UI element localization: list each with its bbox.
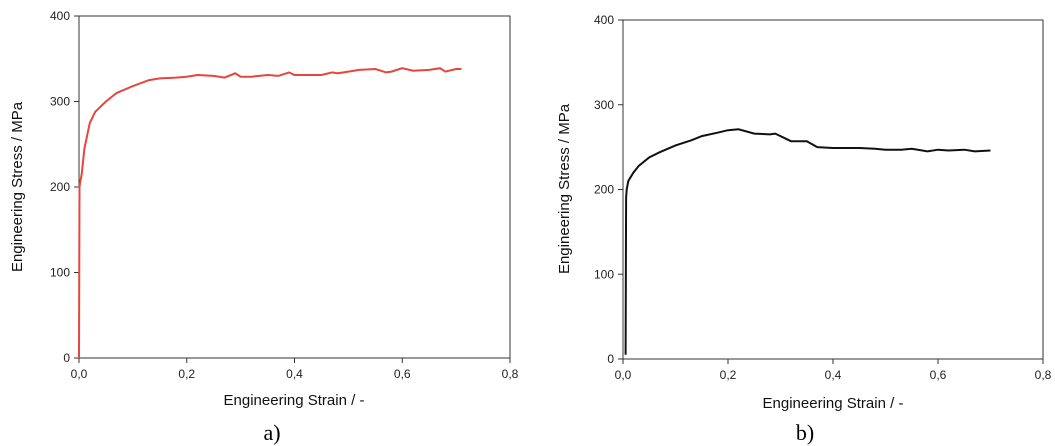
x-tick-label-a: 0,8: [502, 367, 519, 381]
plot-frame-a: [78, 15, 511, 359]
y-axis-title-a: Engineering Stress / MPa: [9, 101, 26, 272]
chart-panel-b: 0,0 0,2 0,4 0,6 0,8 0 100 200 300 400 Engineering…: [556, 13, 1052, 445]
panel-label-b: b): [796, 420, 814, 445]
y-tick-label-a: 300: [50, 95, 70, 109]
plot-frame-b: [622, 19, 1044, 360]
y-tick-label-a: 0: [63, 351, 70, 365]
x-tick-label-b: 0,0: [615, 368, 632, 382]
y-tick-label-b: 100: [594, 267, 614, 281]
x-tick-label-b: 0,2: [720, 368, 737, 382]
y-tick-label-a: 200: [50, 180, 70, 194]
chart-panel-a: 0,0 0,2 0,4 0,6 0,8 0 100 200 300 400 Engineering…: [9, 9, 519, 445]
stress-strain-curve-a: [78, 67, 462, 359]
x-tick-label-b: 0,6: [930, 368, 947, 382]
y-tick-label-b: 300: [594, 98, 614, 112]
y-tick-label-b: 200: [594, 183, 614, 197]
panel-label-a: a): [263, 420, 280, 445]
stress-strain-curve-b: [624, 128, 991, 355]
x-tick-label-a: 0,2: [178, 367, 195, 381]
ticks-b: 0,0 0,2 0,4 0,6 0,8 0 100 200 300 400: [594, 13, 1052, 382]
x-tick-label-a: 0,0: [71, 367, 88, 381]
ticks-a: 0,0 0,2 0,4 0,6 0,8 0 100 200 300 400: [50, 9, 519, 381]
x-tick-label-a: 0,4: [286, 367, 303, 381]
x-axis-title-b: Engineering Strain / -: [763, 395, 904, 412]
y-tick-label-b: 400: [594, 13, 614, 27]
x-tick-label-b: 0,8: [1035, 368, 1052, 382]
x-tick-label-b: 0,4: [825, 368, 842, 382]
y-tick-label-b: 0: [607, 352, 614, 366]
y-tick-label-a: 400: [50, 9, 70, 23]
x-tick-label-a: 0,6: [394, 367, 411, 381]
y-tick-label-a: 100: [50, 266, 70, 280]
y-axis-title-b: Engineering Stress / MPa: [556, 103, 573, 274]
x-axis-title-a: Engineering Strain / -: [224, 392, 365, 409]
